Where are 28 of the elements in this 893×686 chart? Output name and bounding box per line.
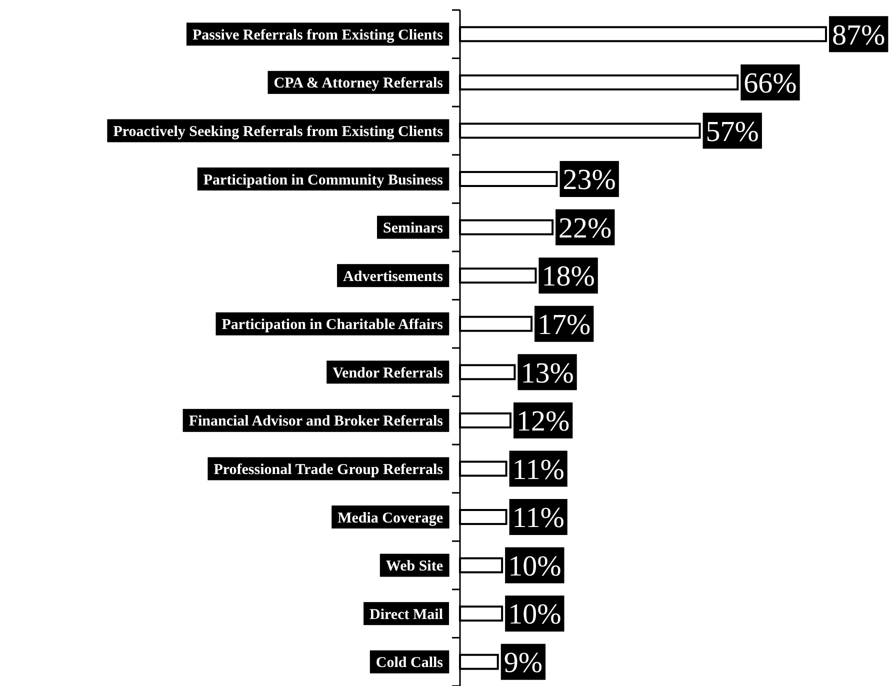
y-tick-label: Vendor Referrals [332, 365, 444, 382]
y-tick-label: Proactively Seeking Referrals from Existing Clients [113, 124, 444, 140]
y-tick-label: Passive Referrals from Existing Clients [192, 27, 444, 44]
y-tick-label: Direct Mail [370, 606, 443, 623]
data-label: 87% [832, 19, 886, 52]
data-label: 23% [562, 164, 616, 196]
y-tick-label: Participation in Charitable Affairs [222, 317, 444, 334]
data-label: 18% [542, 260, 595, 293]
data-label: 9% [504, 647, 543, 680]
y-tick-label: Web Site [386, 558, 444, 575]
data-label: 11% [512, 502, 564, 534]
y-tick-label: Media Coverage [338, 510, 444, 526]
data-label: 17% [538, 309, 591, 342]
y-tick-label: Professional Trade Group Referrals [214, 462, 444, 478]
data-label: 10% [508, 598, 562, 631]
y-tick-label: CPA & Attorney Referrals [274, 76, 444, 92]
data-label: 10% [508, 550, 562, 582]
data-label: 12% [516, 406, 570, 438]
y-tick-label: Advertisements [343, 268, 444, 285]
y-tick-label: Participation in Community Business [203, 172, 444, 188]
data-label: 22% [558, 212, 612, 244]
data-label: 13% [520, 357, 574, 390]
y-tick-label: Financial Advisor and Broker Referrals [188, 414, 444, 430]
y-tick-label: Seminars [383, 220, 444, 237]
data-label: 57% [706, 116, 759, 148]
y-tick-label: Cold Calls [376, 655, 444, 672]
data-label: 66% [744, 68, 797, 100]
data-label: 11% [512, 454, 564, 486]
